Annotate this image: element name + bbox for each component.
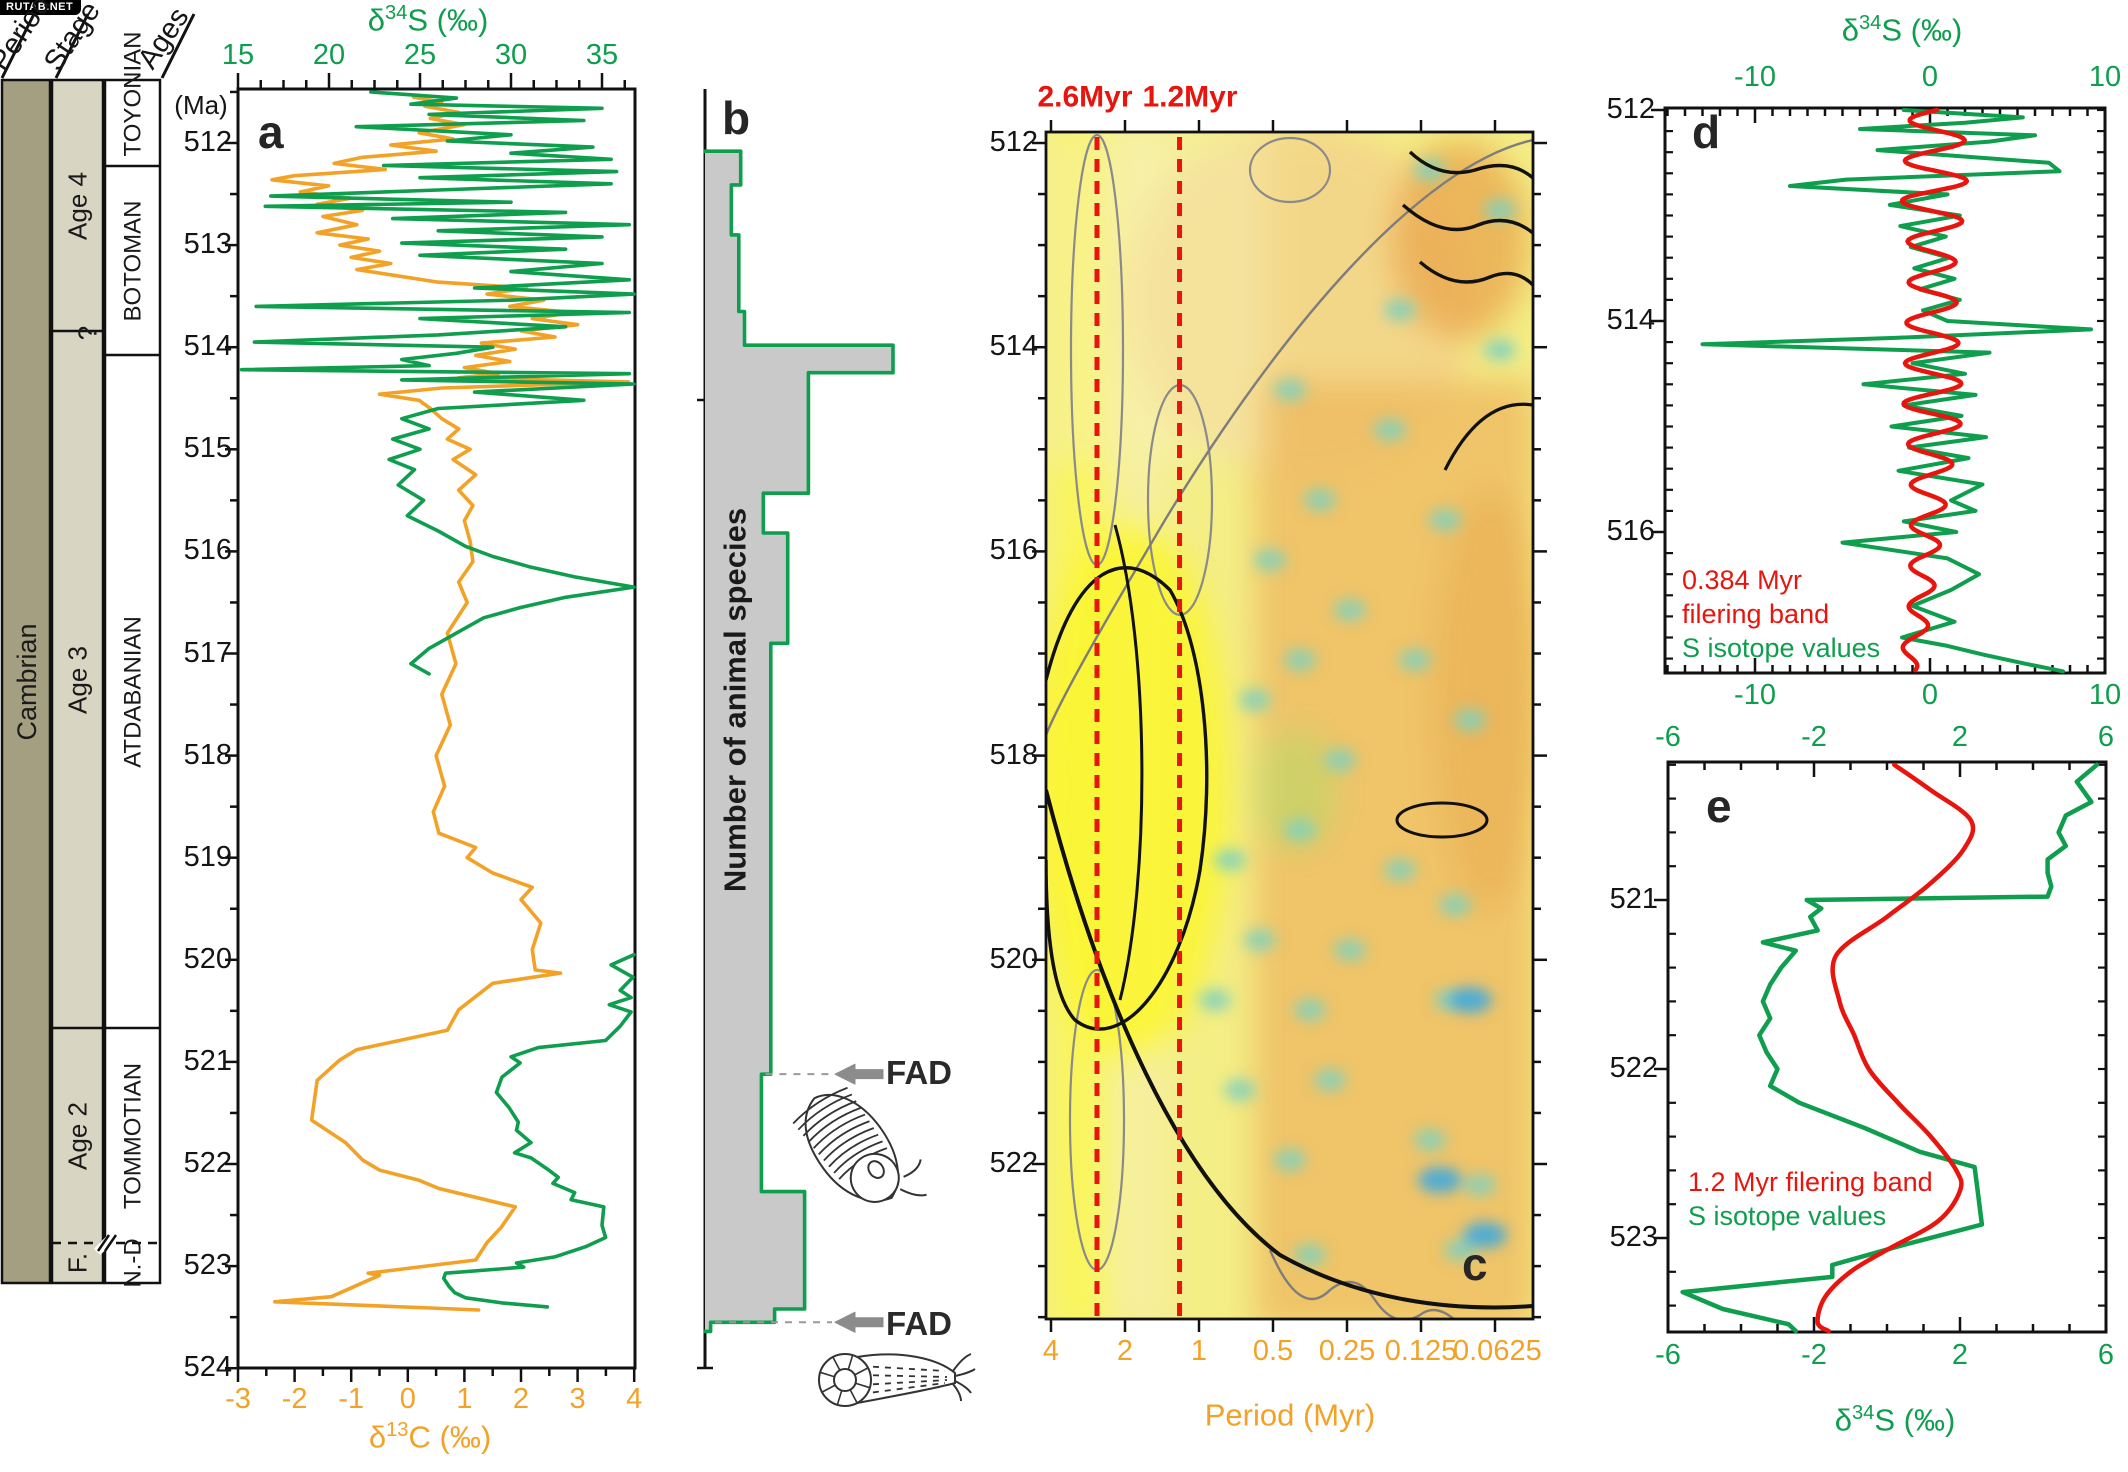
- trilobite-sketch: [792, 1086, 927, 1203]
- panel-e-filter-plot: [1654, 760, 2108, 1334]
- heat-cold-spots: [1199, 159, 1516, 1266]
- archaeocyath-sketch: [818, 1353, 976, 1407]
- panel-a-isotope-plot: [225, 73, 637, 1382]
- panel-d-filter-plot: [1651, 106, 2107, 675]
- panel-b-species-plot: [697, 89, 895, 1370]
- panel-c-wavelet-frame: [1032, 120, 1547, 1332]
- wavelet-heatmap: [1046, 132, 1533, 1319]
- stratigraphic-column: [0, 13, 196, 1285]
